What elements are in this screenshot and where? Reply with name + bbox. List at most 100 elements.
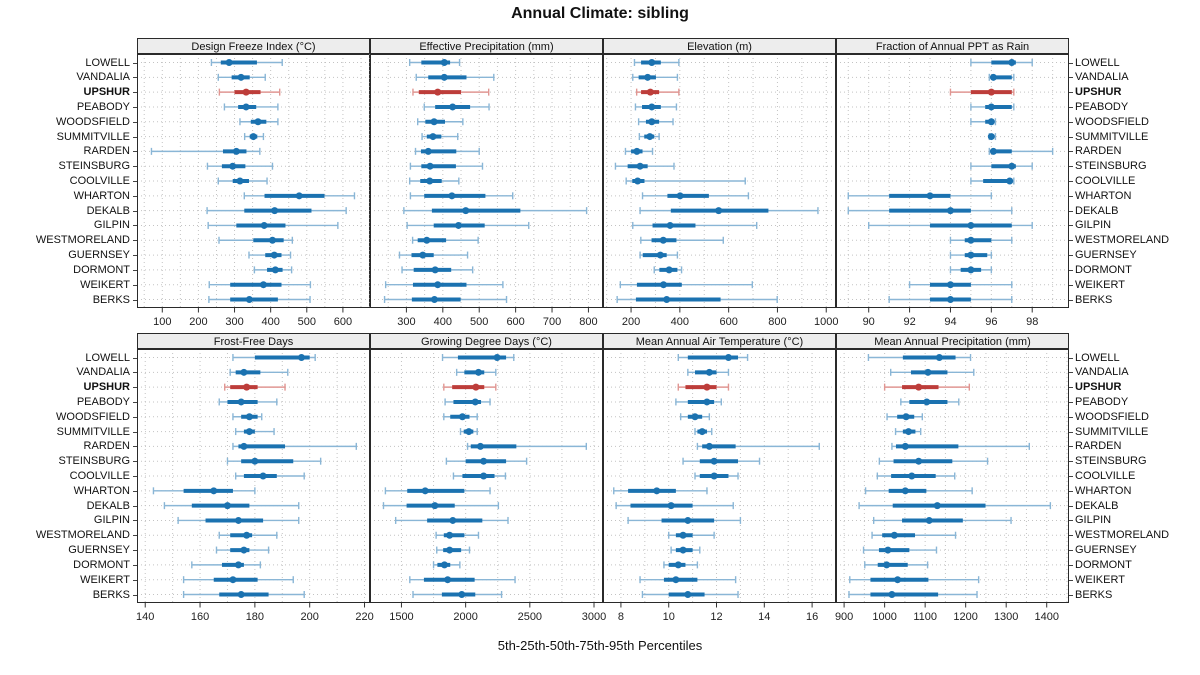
row-tick xyxy=(1069,490,1073,492)
site-label-weikert: WEIKERT xyxy=(80,278,130,291)
row-tick xyxy=(133,255,137,257)
site-label-guernsey: GUERNSEY xyxy=(1075,249,1137,262)
panels-bottom: Frost-Free Days 140 160 180 200 220 Growing De… xyxy=(136,333,1069,629)
site-label-guernsey: GUERNSEY xyxy=(1075,544,1137,557)
axis-tick-label: 14 xyxy=(758,611,770,623)
axis-tick-label: 8 xyxy=(618,611,624,623)
site-label-wharton: WHARTON xyxy=(73,484,130,497)
axis-tick-label: 600 xyxy=(334,316,352,328)
axis-tick-label: 96 xyxy=(985,316,997,328)
row-tick xyxy=(133,490,137,492)
site-labels-right-top: LOWELL VANDALIA UPSHUR PEABODY WOODSFIELD SUM… xyxy=(1069,38,1200,334)
site-label-peabody: PEABODY xyxy=(76,395,130,408)
row-tick xyxy=(1069,106,1073,108)
axis-tick-label: 200 xyxy=(189,316,207,328)
site-labels-left-top: LOWELL VANDALIA UPSHUR PEABODY WOODSFIELD SUM… xyxy=(0,38,137,334)
site-label-gilpin: GILPIN xyxy=(1075,514,1112,527)
row-tick xyxy=(1069,240,1073,242)
row-tick xyxy=(133,431,137,433)
row-tick xyxy=(133,299,137,301)
row-tick xyxy=(1069,416,1073,418)
row-tick xyxy=(133,181,137,182)
axis-tick-label: 500 xyxy=(470,316,488,328)
site-label-dekalb: DEKALB xyxy=(86,499,130,512)
row-tick xyxy=(1069,151,1073,153)
axis-tick-label: 1500 xyxy=(389,611,413,623)
site-label-coolville: COOLVILLE xyxy=(1075,470,1136,482)
panel-growing-degree-days-c: Growing Degree Days (°C) 1500 2000 2500 3000 xyxy=(370,333,606,623)
row-tick xyxy=(133,357,137,359)
site-label-westmoreland: WESTMORELAND xyxy=(35,234,130,247)
axis-tick-label: 94 xyxy=(944,316,956,328)
row-tick xyxy=(1069,476,1073,477)
row-tick xyxy=(1069,92,1073,94)
row-tick xyxy=(133,151,137,153)
row-tick xyxy=(1069,269,1073,271)
site-label-woodsfield: WOODSFIELD xyxy=(56,115,130,128)
site-label-wharton: WHARTON xyxy=(1075,189,1132,202)
row-tick xyxy=(133,476,137,477)
site-label-lowell: LOWELL xyxy=(85,351,130,364)
panel-row-top: LOWELL VANDALIA UPSHUR PEABODY WOODSFIELD SUM… xyxy=(0,38,1200,334)
site-label-dormont: DORMONT xyxy=(1075,558,1132,571)
site-label-summitville: SUMMITVILLE xyxy=(56,425,130,438)
axis-tick-label: 400 xyxy=(671,316,689,328)
axis-tick-label: 800 xyxy=(768,316,786,328)
panel-title: Fraction of Annual PPT as Rain xyxy=(876,41,1029,53)
row-tick xyxy=(133,77,137,79)
axis-tick-label: 500 xyxy=(298,316,316,328)
axis-tick-label: 200 xyxy=(301,611,319,623)
axis-tick-label: 100 xyxy=(153,316,171,328)
row-tick xyxy=(1069,255,1073,257)
site-label-vandalia: VANDALIA xyxy=(1075,71,1129,84)
site-label-westmoreland: WESTMORELAND xyxy=(35,529,130,542)
axis-tick-label: 160 xyxy=(191,611,209,623)
site-label-rarden: RARDEN xyxy=(83,145,130,158)
axis-tick-label: 1100 xyxy=(913,611,937,623)
row-tick xyxy=(1069,299,1073,301)
axis-tick-label: 98 xyxy=(1026,316,1038,328)
row-tick xyxy=(133,401,137,403)
site-label-summitville: SUMMITVILLE xyxy=(56,130,130,143)
site-label-gilpin: GILPIN xyxy=(93,514,130,527)
site-label-berks: BERKS xyxy=(92,588,130,601)
row-tick xyxy=(1069,564,1073,566)
row-tick xyxy=(133,579,137,581)
panel-title: Mean Annual Air Temperature (°C) xyxy=(636,336,803,348)
site-label-vandalia: VANDALIA xyxy=(76,366,130,379)
row-tick xyxy=(1069,357,1073,359)
site-label-peabody: PEABODY xyxy=(1075,395,1129,408)
axis-tick-label: 1000 xyxy=(872,611,896,623)
row-tick xyxy=(133,62,137,64)
row-tick xyxy=(1069,401,1073,403)
axis-tick-label: 600 xyxy=(506,316,524,328)
axis-tick-label: 200 xyxy=(622,316,640,328)
site-label-vandalia: VANDALIA xyxy=(1075,366,1129,379)
site-label-lowell: LOWELL xyxy=(1075,351,1120,364)
panels-top: Design Freeze Index (°C) 100 200 300 400 500 6… xyxy=(137,38,1069,334)
panel-title: Frost-Free Days xyxy=(214,336,294,348)
site-label-guernsey: GUERNSEY xyxy=(68,544,130,557)
row-tick xyxy=(133,240,137,242)
axis-tick-label: 400 xyxy=(261,316,279,328)
site-label-steinsburg: STEINSBURG xyxy=(1075,160,1147,173)
site-label-dekalb: DEKALB xyxy=(1075,204,1119,217)
axis-tick-label: 700 xyxy=(543,316,561,328)
site-label-dormont: DORMONT xyxy=(73,558,130,571)
row-tick xyxy=(1069,535,1073,537)
row-tick xyxy=(133,594,137,596)
panel-frost-free-days: Frost-Free Days 140 160 180 200 220 xyxy=(136,333,374,623)
row-tick xyxy=(1069,505,1073,507)
site-label-dormont: DORMONT xyxy=(1075,263,1132,276)
site-label-berks: BERKS xyxy=(92,293,130,306)
row-tick xyxy=(1069,195,1073,197)
site-label-dekalb: DEKALB xyxy=(86,204,130,217)
row-tick xyxy=(1069,520,1073,522)
site-label-upshur: UPSHUR xyxy=(1075,381,1122,394)
row-tick xyxy=(133,195,137,197)
row-tick xyxy=(133,106,137,108)
axis-tick-label: 1400 xyxy=(1034,611,1058,623)
row-tick xyxy=(1069,284,1073,286)
site-label-upshur: UPSHUR xyxy=(1075,86,1122,99)
site-label-woodsfield: WOODSFIELD xyxy=(56,410,130,423)
